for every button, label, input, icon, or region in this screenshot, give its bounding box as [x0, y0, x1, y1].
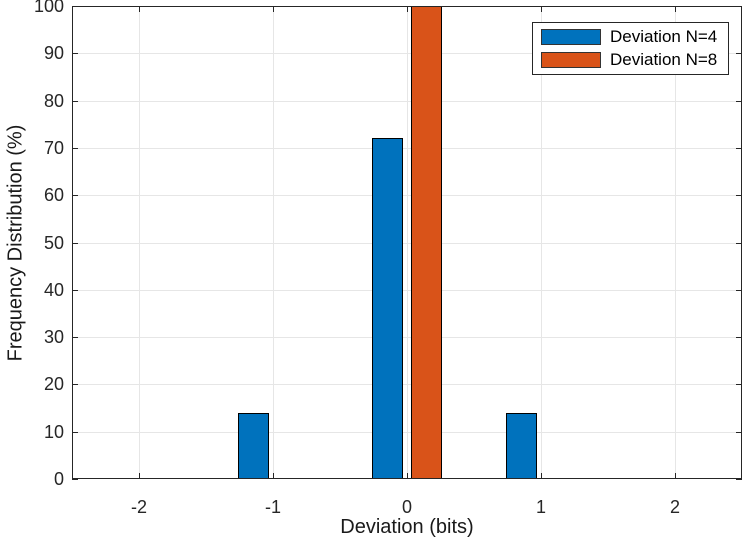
x-tick-mark	[675, 473, 676, 479]
legend: Deviation N=4 Deviation N=8	[532, 22, 729, 75]
legend-label: Deviation N=8	[610, 50, 718, 69]
y-tick-mark	[72, 432, 78, 433]
y-tick-mark	[72, 6, 78, 7]
y-tick-mark	[72, 243, 78, 244]
grid-line-y	[72, 101, 742, 102]
grid-line-x	[541, 6, 542, 479]
bar-deviation-n-4-x1	[506, 413, 537, 479]
y-tick-label: 20	[43, 374, 64, 394]
y-tick-label: 50	[43, 233, 64, 253]
grid-line-y	[72, 290, 742, 291]
y-tick-mark	[72, 53, 78, 54]
y-tick-mark-right	[736, 243, 742, 244]
plot-area	[72, 6, 742, 480]
y-tick-label: 10	[43, 422, 64, 442]
grid-line-y	[72, 148, 742, 149]
grid-line-x	[273, 6, 274, 479]
legend-swatch	[541, 52, 601, 68]
x-tick-mark-top	[139, 6, 140, 12]
y-tick-mark-right	[736, 101, 742, 102]
grid-line-x	[675, 6, 676, 479]
y-tick-label: 30	[43, 327, 64, 347]
y-tick-mark-right	[736, 479, 742, 480]
y-tick-mark-right	[736, 384, 742, 385]
grid-line-y	[72, 243, 742, 244]
y-tick-mark	[72, 148, 78, 149]
x-tick-mark	[139, 473, 140, 479]
y-tick-mark-right	[736, 148, 742, 149]
grid-line-y	[72, 337, 742, 338]
y-tick-mark	[72, 337, 78, 338]
legend-item: Deviation N=8	[541, 49, 728, 72]
y-tick-mark-right	[736, 290, 742, 291]
x-tick-label: 1	[535, 497, 546, 517]
y-tick-mark	[72, 290, 78, 291]
y-tick-label: 80	[43, 91, 64, 111]
x-tick-mark-top	[675, 6, 676, 12]
y-tick-mark	[72, 101, 78, 102]
y-tick-mark	[72, 479, 78, 480]
y-tick-mark-right	[736, 337, 742, 338]
legend-item: Deviation N=4	[541, 26, 728, 49]
y-tick-mark-right	[736, 6, 742, 7]
x-tick-label: -2	[130, 497, 147, 517]
grid-line-y	[72, 384, 742, 385]
grid-line-y	[72, 53, 742, 54]
grid-line-x	[407, 6, 408, 479]
bar-deviation-n-4-x-1	[238, 413, 269, 479]
y-tick-label: 70	[43, 138, 64, 158]
x-tick-mark	[273, 473, 274, 479]
bar-deviation-n-8-x0	[411, 6, 442, 479]
bar-deviation-n-4-x0	[372, 138, 403, 479]
legend-label: Deviation N=4	[610, 27, 718, 46]
y-tick-mark	[72, 384, 78, 385]
x-tick-mark	[407, 473, 408, 479]
x-axis-label: Deviation (bits)	[340, 516, 474, 538]
y-tick-mark-right	[736, 53, 742, 54]
y-tick-label: 0	[53, 469, 64, 489]
x-tick-mark	[541, 473, 542, 479]
y-tick-mark-right	[736, 195, 742, 196]
grid-line-y	[72, 432, 742, 433]
y-tick-label: 60	[43, 185, 64, 205]
x-tick-mark-top	[407, 6, 408, 12]
y-tick-mark	[72, 195, 78, 196]
grid-line-y	[72, 195, 742, 196]
grid-line-x	[139, 6, 140, 479]
y-tick-label: 40	[43, 280, 64, 300]
x-tick-mark-top	[273, 6, 274, 12]
x-tick-mark-top	[541, 6, 542, 12]
x-tick-label: 2	[669, 497, 680, 517]
y-tick-label: 100	[33, 0, 64, 16]
y-tick-mark-right	[736, 432, 742, 433]
legend-swatch	[541, 29, 601, 45]
x-tick-label: -1	[264, 497, 281, 517]
y-tick-label: 90	[43, 43, 64, 63]
x-tick-label: 0	[401, 497, 412, 517]
